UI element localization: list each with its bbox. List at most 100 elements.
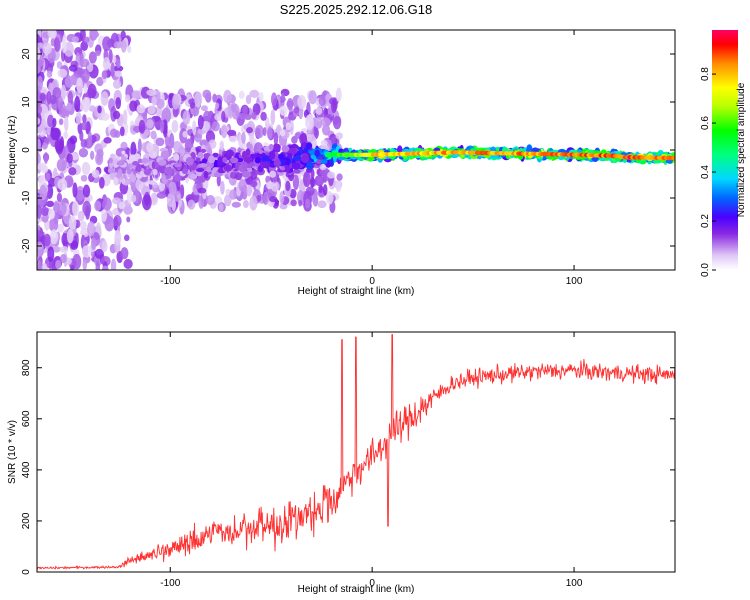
spectrogram-band-cell [212,167,220,172]
spectrogram-noise-cell [76,77,83,94]
spectrogram-noise-cell [81,245,92,258]
spectrogram-noise-cell [251,111,257,120]
spectrogram-noise-cell [215,102,220,110]
spectrogram-band-cell [115,173,121,179]
y-tick-label: 400 [21,461,32,478]
spectrogram-noise-cell [59,246,69,253]
spectrogram-noise-cell [72,253,82,270]
spectrogram-noise-cell [335,180,342,193]
y-tick-label: 600 [21,410,32,427]
spectrogram-noise-cell [68,167,77,176]
spectrogram-noise-cell [52,246,61,253]
spectrogram-band-cell [181,168,188,175]
spectrogram-noise-cell [47,30,58,39]
colorbar-label: Normalized spectral amplitude [736,82,747,217]
spectrogram-noise-cell [159,119,165,134]
snr-frame [36,331,676,573]
spectrogram-noise-cell [74,47,83,57]
spectrogram-noise-cell [53,37,60,52]
spectrogram-band-cell [281,145,290,153]
spectrogram-noise-cell [241,131,246,144]
spectrogram-noise-cell [302,171,311,188]
spectrogram-noise-cell [314,175,325,187]
spectrogram-noise-cell [147,105,156,115]
spectrogram-noise-cell [68,215,77,230]
spectrogram-noise-cell [45,172,51,182]
spectrogram-noise-cell [205,142,211,153]
spectrogram-noise-cell [37,75,44,91]
spectrogram-noise-cell [78,147,89,158]
spectrogram-noise-cell [205,195,216,206]
spectrogram-noise-cell [197,187,207,194]
spectrogram-band-cell [141,157,149,164]
spectrogram-noise-cell [245,94,252,105]
spectrogram-noise-cell [48,208,56,220]
spectrogram-noise-cell [315,121,323,129]
spectrogram-noise-cell [80,41,89,52]
spectrogram-noise-cell [156,98,165,110]
x-tick-label: 100 [566,276,583,287]
spectrogram-noise-cell [79,130,84,142]
spectrogram-noise-cell [69,135,78,145]
spectrogram-noise-cell [112,197,121,205]
spectrogram-noise-cell [47,114,55,128]
spectrogram-noise-cell [80,174,88,182]
spectrogram-noise-cell [100,209,107,222]
spectrogram-noise-cell [101,70,108,80]
spectrogram-noise-cell [43,151,49,164]
spectrogram-band-cell [174,163,182,168]
spectrogram-noise-cell [242,105,248,116]
spectrogram-noise-cell [57,68,68,79]
colorbar-ticks: 0.0 0.2 0.4 0.6 0.8 [700,67,716,277]
spectrogram-noise-cell [245,127,254,134]
spectrogram-noise-cell [64,75,74,88]
spectrogram-noise-cell [39,92,46,102]
spectrogram-noise-cell [77,210,85,222]
spectrogram-noise-cell [246,184,252,197]
spectrogram-noise-cell [161,107,172,124]
spectrogram-noise-cell [41,165,49,174]
spectrogram-band-cell [113,176,119,186]
spectrogram-noise-cell [138,119,146,134]
spectrogram-noise-cell [101,265,109,270]
spectrogram-noise-cell [286,98,294,111]
spectrogram-noise-cell [201,120,211,132]
spectrogram-noise-cell [220,180,225,195]
colorbar: 0.0 0.2 0.4 0.6 0.8 Normalized spectral ampl… [700,30,747,277]
spectrogram-noise-cell [109,128,118,138]
spectrogram-band-cell [291,162,301,170]
spectrogram-noise-cell [156,191,167,199]
spectrogram-noise-cell [155,106,163,117]
spectrogram-noise-cell [101,240,108,253]
spectrogram-noise-cell [86,221,96,237]
colorbar-gradient [712,30,738,270]
spectrogram-noise-cell [70,240,79,250]
spectrogram-noise-cell [63,115,69,132]
spectrogram-noise-cell [100,91,109,106]
spectrogram-band-cell [226,149,234,158]
spectrogram-noise-cell [89,150,95,160]
spectrogram-noise-cell [285,122,291,131]
spectrogram-band-cell [287,152,293,159]
spectrogram-band-cell [268,143,274,151]
spectrogram-noise-cell [52,117,57,128]
spectrogram-band-cell [189,173,198,180]
spectrogram-noise-cell [223,89,232,104]
spectrogram-noise-cell [40,206,50,216]
spectrogram-noise-cell [198,195,205,209]
spectrogram-noise-cell [325,191,334,205]
spectrogram-band-cell [272,143,281,151]
x-tick-label: 0 [369,578,375,589]
spectrogram-band-cell [293,155,302,162]
spectrogram-band-cell [152,169,158,176]
spectrogram-noise-cell [37,117,41,125]
spectrogram-noise-cell [37,243,44,250]
spectrogram-noise-cell [37,105,43,115]
spectrogram-noise-cell [61,233,69,247]
spectrogram-noise-cell [55,259,62,270]
spectrogram-noise-cell [37,150,40,166]
spectrogram-noise-cell [262,191,269,206]
spectrogram-noise-cell [42,142,48,150]
spectrogram-noise-cell [79,220,87,230]
spectrogram-noise-cell [221,124,228,139]
